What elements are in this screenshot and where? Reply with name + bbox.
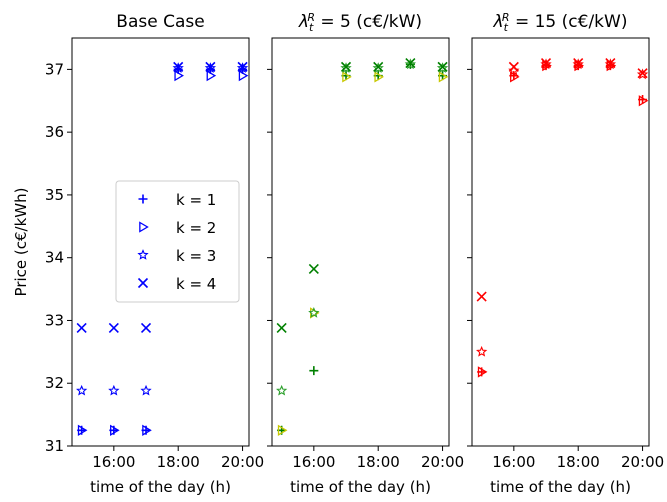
- panel-3-point-k4: [605, 58, 616, 69]
- panel-2-point-k2: [374, 71, 384, 83]
- panel-1-point-k2: [174, 70, 184, 82]
- panel-2-point-k4: [405, 58, 416, 69]
- panel-1-point-k4: [205, 61, 216, 72]
- ytick-label: 37: [45, 60, 64, 78]
- ytick-label: 34: [45, 249, 64, 267]
- panel-3-frame: [471, 37, 650, 447]
- panel-3-point-k4: [637, 68, 648, 79]
- panel-1-point-k3: [204, 62, 217, 73]
- legend-label-k3: k = 3: [176, 247, 216, 265]
- panel-2-point-k4: [340, 61, 352, 72]
- panel-3-point-k4: [540, 58, 552, 69]
- ytick-label: 33: [45, 311, 64, 329]
- panel-3-point-k2: [477, 366, 488, 378]
- panel-3-point-k3: [572, 58, 584, 70]
- panel-1-xtick-label: 18:00: [157, 453, 200, 471]
- panel-3-point-k3: [540, 58, 552, 70]
- ytick-label: 32: [45, 374, 64, 392]
- panel-2-x-axis-label: time of the day (h): [290, 478, 431, 496]
- panel-1-point-k4: [237, 61, 248, 72]
- panel-2-point-k4: [276, 322, 287, 334]
- panel-1-point-k3: [172, 62, 184, 73]
- y-axis-label: Price (c€/kWh): [12, 188, 30, 297]
- panel-1-point-k3: [108, 384, 120, 396]
- panel-3-point-k4: [573, 58, 584, 69]
- panel-3-xtick-label: 18:00: [557, 453, 600, 471]
- panel-2-title: λtR = 5 (c€/kW): [298, 11, 422, 34]
- panel-1-point-k3: [76, 384, 88, 396]
- panel-3-point-k3: [604, 58, 617, 70]
- panel-1-point-k4: [140, 322, 152, 334]
- panel-1-point-k2: [142, 424, 152, 436]
- panel-3-x-axis-label: time of the day (h): [490, 478, 631, 496]
- panel-3-title: λtR = 15 (c€/kW): [493, 11, 628, 34]
- panel-2-point-k4: [437, 61, 448, 72]
- panel-2-point-k3: [372, 62, 384, 73]
- panel-1-xtick-label: 20:00: [221, 453, 264, 471]
- panel-3-point-k4: [508, 61, 519, 72]
- panel-2-point-k3: [308, 306, 320, 318]
- panel-2-point-k3: [404, 58, 417, 70]
- ytick-label: 31: [45, 437, 64, 455]
- panel-1-point-k4: [76, 322, 87, 334]
- panel-3-point-k2: [510, 71, 520, 83]
- panel-3-xtick-label: 20:00: [621, 453, 664, 471]
- panel-2-point-k3: [276, 384, 288, 396]
- panel-2-xtick-label: 16:00: [292, 453, 335, 471]
- panel-2-point-k3: [436, 62, 449, 73]
- panel-3-point-k2: [638, 95, 649, 107]
- panel-1-point-k3: [140, 384, 152, 396]
- panel-2-point-k3: [340, 62, 352, 73]
- panel-2-point-k2: [277, 424, 288, 436]
- panel-1-frame: [71, 37, 250, 447]
- legend-label-k4: k = 4: [176, 275, 216, 293]
- panel-3-point-k3: [476, 345, 488, 357]
- panel-1-x-axis-label: time of the day (h): [90, 478, 231, 496]
- panel-2-point-k2: [438, 71, 449, 83]
- legend-marker-k4: [137, 277, 149, 289]
- panel-1-title: Base Case: [116, 12, 204, 32]
- ytick-label: 36: [45, 123, 64, 141]
- panel-1-point-k3: [236, 62, 249, 73]
- panel-2-point-k1: [309, 366, 319, 376]
- legend-marker-k1: [138, 194, 148, 204]
- panel-1-point-k4: [108, 322, 119, 334]
- panel-2-xtick-label: 18:00: [357, 453, 400, 471]
- ytick-label: 35: [45, 186, 64, 204]
- legend-label-k1: k = 1: [176, 191, 216, 209]
- panel-1-point-k2: [77, 424, 88, 436]
- panel-2-xtick-label: 20:00: [421, 453, 464, 471]
- legend-marker-k3: [137, 249, 149, 260]
- legend-marker-k2: [139, 221, 149, 233]
- panel-2-point-k4: [308, 263, 319, 275]
- panel-1-point-k4: [173, 61, 184, 72]
- panel-1-xtick-label: 16:00: [92, 453, 135, 471]
- legend-box: [115, 180, 240, 303]
- panel-1-point-k2: [206, 70, 217, 82]
- panel-2-point-k4: [373, 61, 384, 72]
- panel-3-point-k3: [636, 68, 649, 80]
- panel-3-xtick-label: 16:00: [492, 453, 535, 471]
- panel-3-point-k4: [476, 291, 487, 302]
- legend-label-k2: k = 2: [176, 219, 216, 237]
- panel-1-point-k2: [110, 424, 120, 436]
- panel-1-point-k2: [238, 70, 249, 82]
- panel-2-point-k2: [342, 71, 352, 83]
- panel-2-frame: [271, 37, 450, 447]
